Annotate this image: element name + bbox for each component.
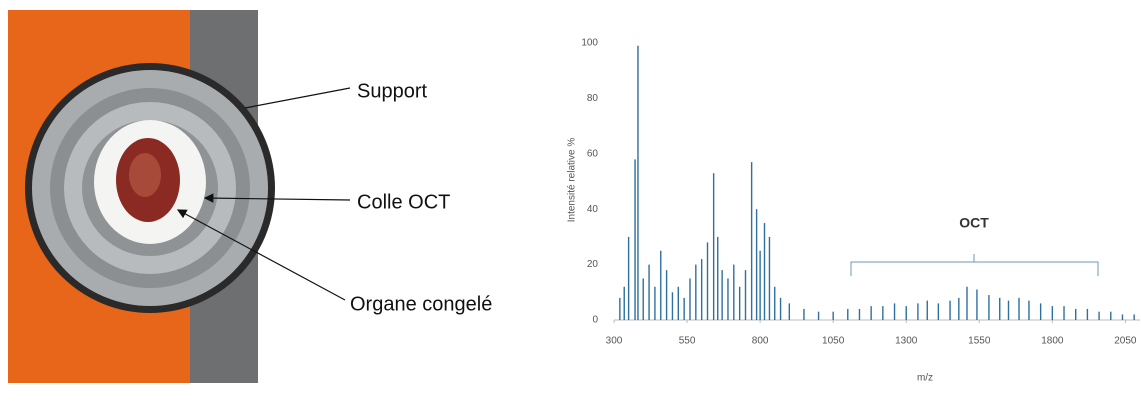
x-tick-label: 800	[752, 336, 769, 347]
y-tick-label: 0	[592, 315, 598, 326]
y-tick-label: 80	[587, 93, 599, 104]
pointer-arrow	[203, 193, 351, 203]
x-tick-label: 1550	[968, 336, 991, 347]
x-tick-label: 550	[679, 336, 696, 347]
annotation: OCT	[959, 215, 989, 231]
y-axis-label: Intensité relative %	[567, 138, 578, 223]
pointer-line	[244, 87, 351, 109]
photo-labels: Support Colle OCT Organe congelé	[176, 80, 492, 315]
photo-label: Organe congelé	[350, 293, 492, 315]
y-tick-label: 20	[587, 259, 599, 270]
y-tick-label: 60	[587, 148, 599, 159]
x-tick-label: 1300	[895, 336, 918, 347]
x-tick-label: 2050	[1114, 336, 1137, 347]
photo-label: Support	[357, 80, 427, 102]
x-tick-label: 1800	[1041, 336, 1064, 347]
x-tick-label: 300	[606, 336, 623, 347]
x-axis-label: m/z	[917, 373, 933, 384]
pointer-arrow	[176, 209, 346, 301]
x-tick-label: 1050	[822, 336, 845, 347]
photo	[8, 10, 275, 383]
y-tick-label: 100	[581, 38, 598, 49]
annotation-bracket	[850, 254, 1099, 276]
y-tick-label: 40	[587, 204, 599, 215]
photo-label: Colle OCT	[357, 191, 450, 213]
spectrum-chart: Intensité relative % m/z OCT 0 20 40 60 80 10…	[567, 38, 1140, 384]
